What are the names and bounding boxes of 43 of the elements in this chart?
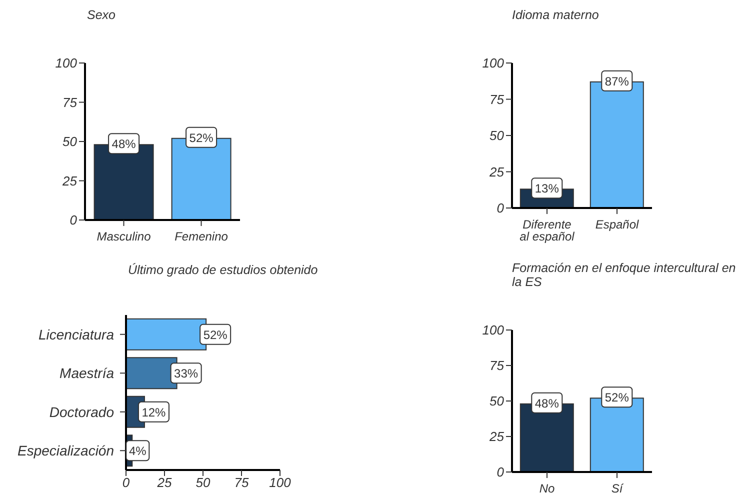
data-label: 52% xyxy=(203,328,228,342)
x-tick-label: Femenino xyxy=(174,230,228,244)
chart-title: Sexo xyxy=(87,8,116,22)
x-tick-label: Español xyxy=(595,218,640,232)
y-tick-label: 100 xyxy=(55,56,78,71)
y-tick-label: 0 xyxy=(496,200,505,216)
data-label: 52% xyxy=(604,390,630,405)
data-label: 52% xyxy=(189,130,214,145)
x-tick-label: Masculino xyxy=(96,230,152,244)
y-tick-label: 50 xyxy=(490,128,505,144)
y-tick-label: 25 xyxy=(488,164,505,180)
chart-title: Último grado de estudios obtenido xyxy=(128,263,319,277)
y-tick-label: 75 xyxy=(490,92,505,107)
y-tick-label: 75 xyxy=(490,358,505,374)
y-tick-label: Especialización xyxy=(18,442,114,459)
data-label: 48% xyxy=(112,137,136,152)
y-tick-label: 50 xyxy=(62,134,78,150)
data-label: 48% xyxy=(534,396,560,410)
data-label: 87% xyxy=(604,74,630,88)
y-tick-label: Licenciatura xyxy=(38,326,114,342)
data-label: 13% xyxy=(534,182,560,196)
y-tick-label: 25 xyxy=(488,429,505,444)
x-tick-label: 100 xyxy=(269,475,292,490)
y-tick-label: Doctorado xyxy=(49,404,114,420)
chart-title: Idioma materno xyxy=(512,8,600,22)
data-label: 12% xyxy=(142,405,166,420)
x-tick-label: No xyxy=(539,482,555,496)
y-tick-label: 75 xyxy=(62,94,78,110)
y-tick-label: 100 xyxy=(482,56,505,71)
x-tick-label: 0 xyxy=(122,475,130,490)
chart-title: Formación en el enfoque intercultural en la ES xyxy=(512,261,737,289)
y-tick-label: 100 xyxy=(482,322,505,338)
data-label: 4% xyxy=(128,444,147,458)
x-tick-label: 50 xyxy=(196,475,211,490)
y-tick-label: 50 xyxy=(490,394,505,409)
x-tick-label: 25 xyxy=(156,475,172,490)
x-tick-label: Sí xyxy=(611,482,624,496)
y-tick-label: 25 xyxy=(62,173,78,188)
x-tick-label: Diferente al español xyxy=(520,218,575,244)
data-label: 33% xyxy=(174,366,198,381)
x-tick-label: 75 xyxy=(234,475,250,490)
y-tick-label: Maestría xyxy=(60,365,114,382)
y-tick-label: 0 xyxy=(496,464,505,480)
